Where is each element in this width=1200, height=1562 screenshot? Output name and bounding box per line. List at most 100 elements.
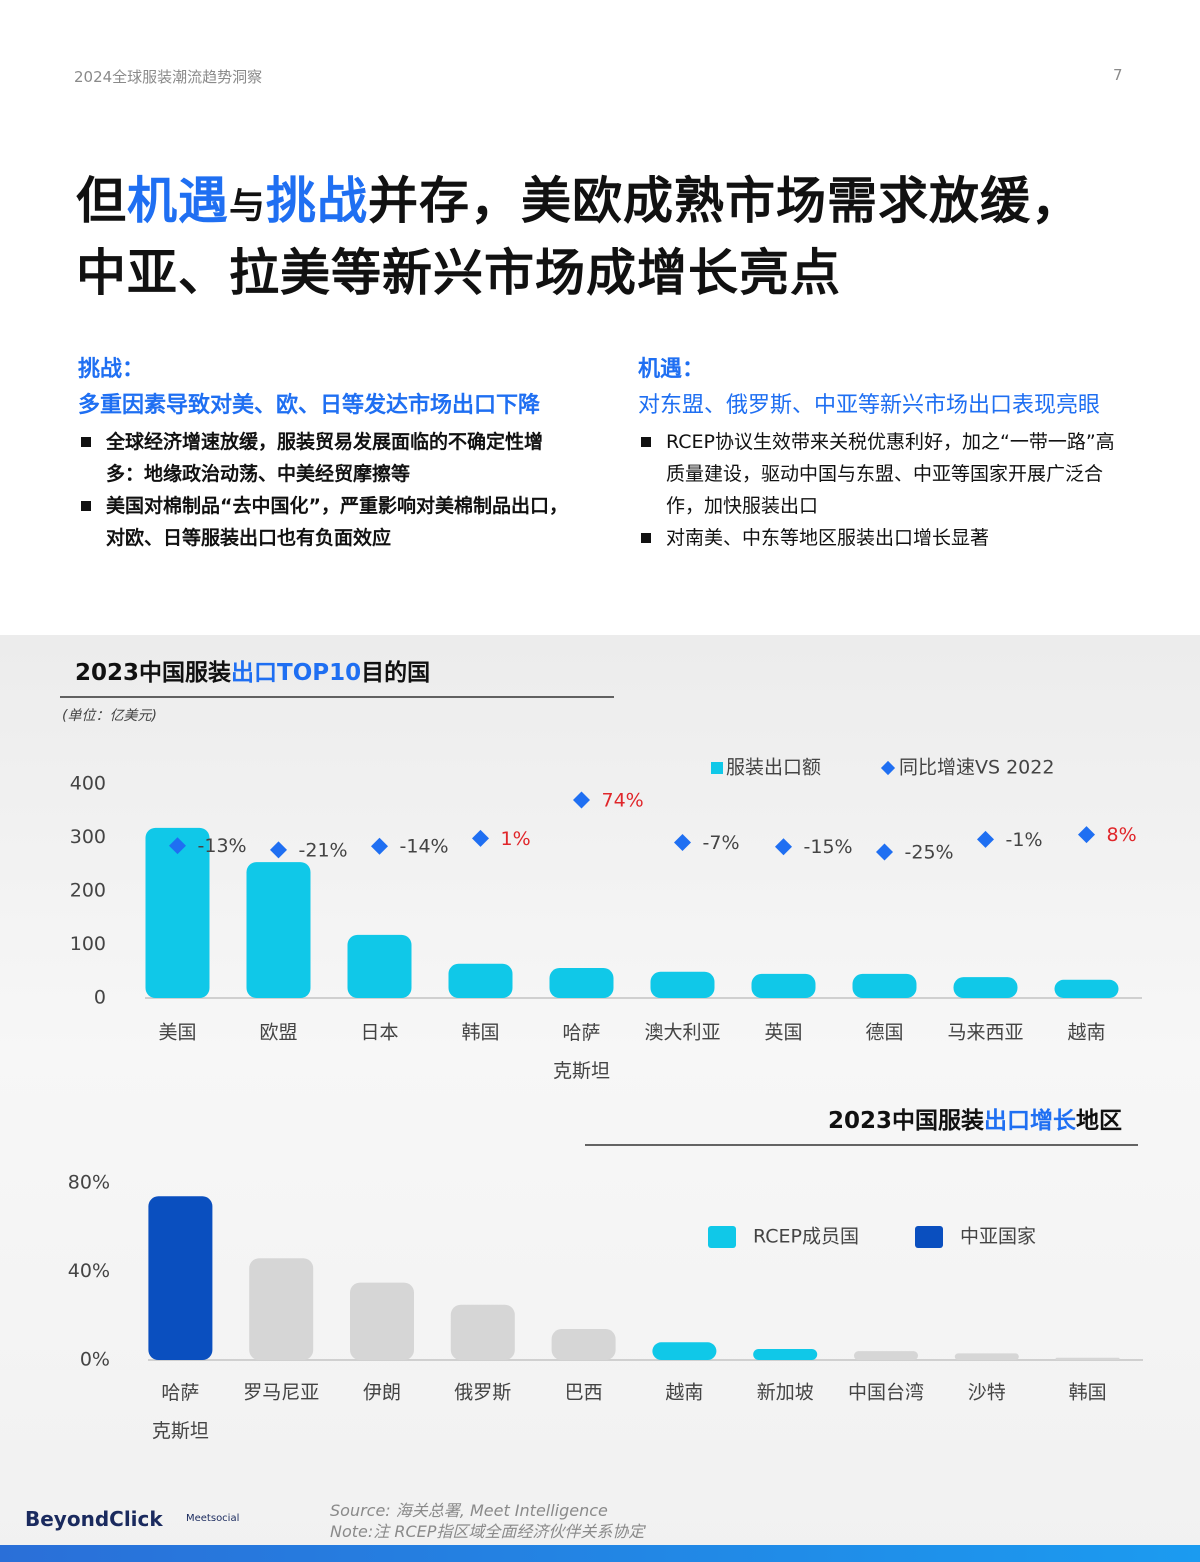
bar [551,1329,616,1360]
chart-title: 2023中国服装出口TOP10目的国 [75,659,430,686]
bottom-bar [0,1545,1200,1562]
label: 机遇： [638,357,705,382]
growth-marker [674,834,691,852]
data-label: 8% [1107,824,1137,846]
x-tick-label: 巴西 [565,1382,603,1404]
y-tick-label: 300 [70,826,106,848]
x-tick-label: 中国台湾 [848,1382,924,1404]
growth-marker [270,841,287,859]
y-tick-label: 0% [80,1349,110,1371]
x-tick-label: 罗马尼亚 [243,1382,319,1404]
bar [450,1304,515,1360]
title-line: 中亚、拉美等新兴市场成增长亮点 [76,244,841,302]
unit-label: (单位：亿美元) [62,708,157,724]
logo-sub: Meetsocial [186,1513,240,1524]
title-segment: 目的国 [361,659,430,686]
title-segment: 机遇 [127,172,229,230]
x-tick-label: 越南 [1067,1022,1105,1044]
legend-label: 同比增速VS 2022 [899,757,1054,779]
x-tick-label: 澳大利亚 [644,1022,720,1044]
x-tick-label: 美国 [158,1022,196,1044]
growth-marker [371,837,388,855]
bar [347,934,412,998]
legend-label: 服装出口额 [726,757,821,779]
bar [549,968,614,998]
x-tick-label: 越南 [665,1382,703,1404]
x-tick-label: 哈萨克斯坦 [553,1022,610,1082]
data-label: -15% [804,836,853,858]
bar [448,963,513,998]
page-number: 7 [1113,66,1123,84]
legend-label: RCEP成员国 [753,1226,859,1248]
data-label: -25% [905,842,954,864]
growth-marker [472,829,489,847]
bar [652,1342,717,1360]
x-tick-label: 德国 [865,1022,903,1044]
title-line: 但机遇与挑战并存，美欧成熟市场需求放缓， [76,168,1082,240]
x-tick-label: 俄罗斯 [454,1382,511,1404]
challenge: 挑战： 多重因素导致对美、欧、日等发达市场出口下降 全球经济增速放缓，服装贸易发… [78,352,578,554]
title-segment: 并存，美欧成熟市场需求放缓， [368,172,1083,230]
bullet: 美国对棉制品“去中国化”，严重影响对美棉制品出口，对欧、日等服装出口也有负面效应 [78,490,578,554]
bar [751,973,816,998]
legend-swatch [880,760,896,776]
title-segment: 但 [76,172,127,230]
legend-swatch [711,762,723,774]
title-segment: 2023中国服装 [828,1108,984,1134]
growth-marker [876,843,893,861]
x-tick-label: 沙特 [968,1382,1006,1404]
y-tick-label: 100 [70,933,106,955]
y-tick-label: 400 [70,773,106,795]
label: 挑战： [78,357,145,382]
bullet: RCEP协议生效带来关税优惠利好，加之“一带一路”高质量建设，驱动中国与东盟、中… [638,426,1128,522]
note: Note:注 RCEP指区域全面经济伙伴关系协定 [330,1522,645,1541]
bar [954,1353,1019,1360]
doc-title: 2024全球服装潮流趋势洞察 [74,68,263,86]
data-label: 74% [602,790,644,812]
growth-marker [573,791,590,809]
bar [249,1258,314,1360]
bar [148,1196,213,1360]
title-segment: 2023中国服装 [75,660,231,686]
x-tick-label: 哈萨克斯坦 [152,1382,209,1442]
opportunity: 机遇： 对东盟、俄罗斯、中亚等新兴市场出口表现亮眼 RCEP协议生效带来关税优惠… [638,352,1128,554]
title-segment: 出口TOP10 [231,660,361,686]
growth-marker [169,837,186,855]
bullet: 全球经济增速放缓，服装贸易发展面临的不确定性增多：地缘政治动荡、中美经贸摩擦等 [78,426,578,490]
bar [953,977,1018,998]
bar [350,1282,414,1360]
x-tick-label: 英国 [764,1022,802,1044]
legend-swatch [708,1226,736,1248]
x-tick-label: 新加坡 [757,1382,814,1404]
bar [852,973,917,998]
growth-marker [1078,826,1095,844]
x-tick-label: 欧盟 [259,1022,297,1044]
bar [650,971,715,998]
heading: 对东盟、俄罗斯、中亚等新兴市场出口表现亮眼 [638,393,1101,418]
heading: 多重因素导致对美、欧、日等发达市场出口下降 [78,393,541,418]
x-tick-label: 韩国 [461,1022,499,1044]
legend-label: 中亚国家 [960,1226,1036,1248]
bar [753,1348,818,1360]
y-tick-label: 40% [68,1260,110,1282]
x-tick-label: 韩国 [1069,1382,1107,1404]
data-label: -14% [400,836,449,858]
legend-swatch [915,1226,943,1248]
bullets: RCEP协议生效带来关税优惠利好，加之“一带一路”高质量建设，驱动中国与东盟、中… [638,426,1128,554]
source: Source: 海关总署, Meet Intelligence [330,1501,608,1520]
chart-title: 2023中国服装出口增长地区 [828,1107,1122,1134]
x-tick-label: 日本 [360,1022,398,1044]
bar [854,1351,918,1360]
x-tick-label: 马来西亚 [947,1022,1023,1044]
bar [1055,1357,1120,1360]
title-segment: 与 [229,186,267,227]
bar [246,862,311,998]
growth-marker [775,838,792,856]
bullet: 对南美、中东等地区服装出口增长显著 [638,522,1128,554]
growth-marker [977,830,994,848]
y-tick-label: 0 [94,987,106,1009]
chart-background [0,635,1200,1562]
data-label: -1% [1006,829,1043,851]
